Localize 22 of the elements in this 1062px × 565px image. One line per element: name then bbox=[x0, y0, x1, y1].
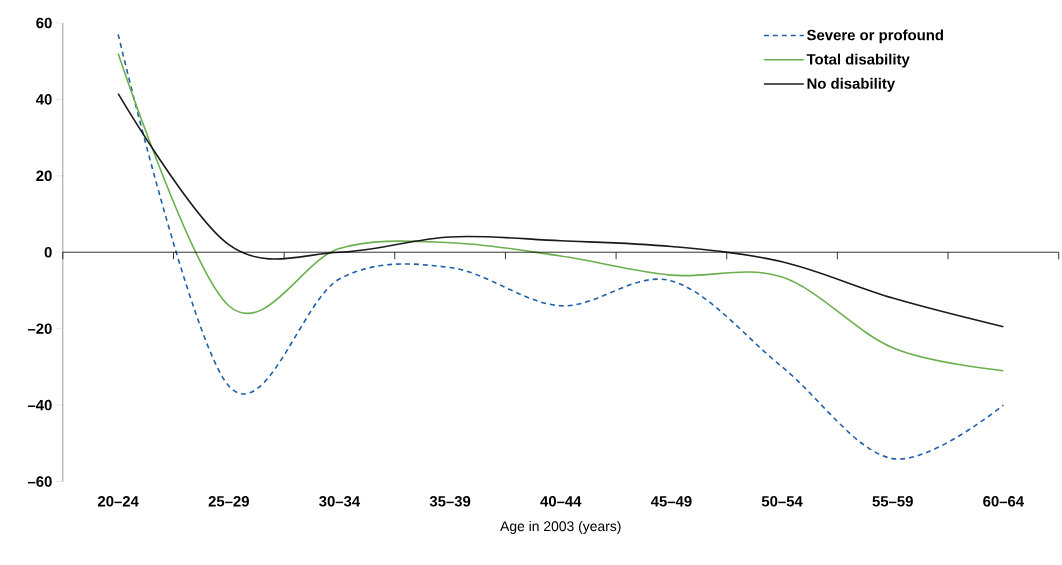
legend-label: No disability bbox=[807, 77, 896, 92]
x-tick-label: 40–44 bbox=[540, 495, 582, 507]
y-tick-label: 0 bbox=[44, 246, 52, 258]
y-tick-label: –20 bbox=[27, 323, 52, 334]
x-tick-label: 35–39 bbox=[429, 495, 471, 507]
y-tick-label: –60 bbox=[27, 476, 52, 487]
line-series bbox=[117, 52, 1005, 372]
line-series bbox=[117, 92, 1005, 328]
x-tick-label: 30–34 bbox=[319, 495, 361, 507]
x-tick-label: 20–24 bbox=[97, 495, 139, 507]
x-tick-label: 50–54 bbox=[761, 495, 803, 507]
legend-label: Total disability bbox=[806, 53, 910, 68]
x-tick-label: 55–59 bbox=[872, 495, 913, 507]
y-tick-label: 60 bbox=[36, 17, 52, 29]
x-axis-title: Age in 2003 (years) bbox=[500, 520, 621, 534]
y-tick-label: 20 bbox=[36, 170, 52, 181]
x-tick-label: 45–49 bbox=[650, 495, 692, 507]
y-tick-label: 40 bbox=[35, 93, 52, 105]
x-tick-label: 60–64 bbox=[983, 495, 1024, 507]
x-tick-label: 25–29 bbox=[208, 495, 249, 507]
legend-label: Severe or profound bbox=[807, 29, 943, 44]
y-tick-label: –40 bbox=[27, 399, 52, 411]
